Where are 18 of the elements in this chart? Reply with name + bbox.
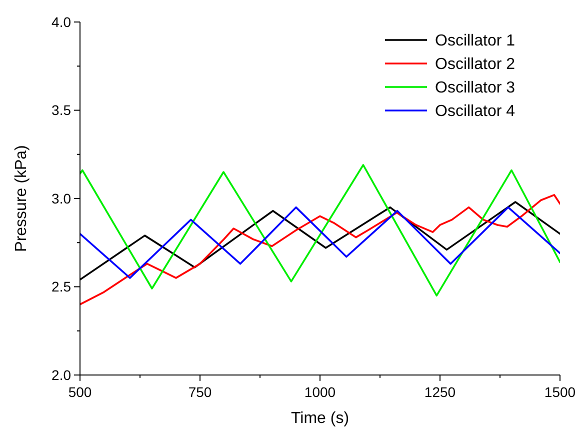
legend-label: Oscillator 1 [435, 32, 516, 50]
y-tick-label: 3.5 [52, 102, 72, 118]
y-tick-label: 2.5 [52, 278, 72, 295]
line-series [80, 164, 560, 296]
y-tick-label: 3.0 [52, 190, 72, 206]
x-axis-title: Time (s) [290, 410, 350, 427]
y-axis-title: Pressure (kPa) [13, 145, 30, 252]
line-series [80, 194, 560, 306]
x-tick-label: 500 [68, 384, 92, 400]
legend-label: Oscillator 3 [435, 80, 516, 97]
x-tick-label: 1250 [424, 384, 456, 400]
x-tick-label: 750 [188, 384, 212, 400]
legend-label: Oscillator 2 [435, 56, 516, 74]
x-tick-label: 1500 [544, 384, 576, 400]
legend-label: Oscillator 4 [435, 103, 516, 120]
x-tick-label: 1000 [304, 384, 336, 400]
y-tick-label: 2.0 [52, 366, 72, 383]
y-tick-label: 4.0 [52, 14, 72, 30]
